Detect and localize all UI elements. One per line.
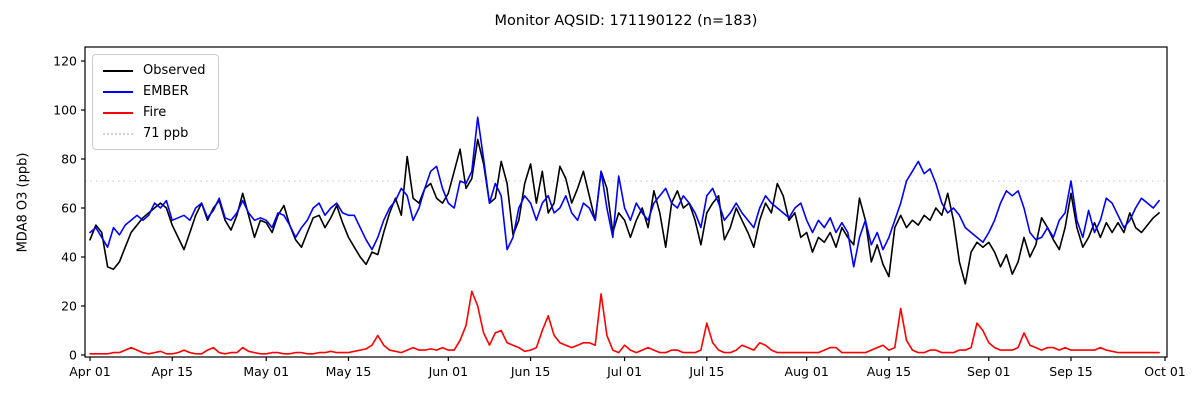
y-tick-label: 80 [61, 152, 77, 167]
observed-line-sample [103, 69, 133, 72]
y-tick-label: 120 [53, 54, 77, 69]
y-tick-label: 0 [69, 348, 77, 363]
x-tick-label: May 15 [326, 364, 372, 379]
y-axis-label: MDA8 O3 (ppb) [15, 152, 31, 253]
x-tick-label: Jul 01 [606, 364, 642, 379]
x-tick-label: Sep 01 [967, 364, 1010, 379]
fire-line-sample [103, 111, 133, 114]
plot-border [84, 46, 1168, 358]
y-tick-label: 100 [53, 103, 77, 118]
legend-label-ember: EMBER [143, 84, 189, 99]
ember-line-sample [103, 90, 133, 93]
series-lines [89, 116, 1160, 355]
x-tick-label: Sep 15 [1049, 364, 1092, 379]
x-tick-label: Aug 01 [785, 364, 829, 379]
legend-label-threshold: 71 ppb [143, 126, 189, 141]
x-tick-label: Jun 15 [510, 364, 550, 379]
chart-title: Monitor AQSID: 171190122 (n=183) [494, 13, 758, 29]
axes: 0 20 40 60 80 100 120 Apr 01 Apr 15 May 01 May 15 J… [53, 46, 1186, 379]
x-tick-label: Aug 15 [867, 364, 911, 379]
legend: Observed EMBER Fire 71 ppb [92, 54, 219, 150]
legend-item-fire: Fire [103, 104, 206, 121]
series-line-fire [89, 290, 1160, 355]
x-tick-label: Apr 15 [151, 364, 193, 379]
legend-item-threshold: 71 ppb [103, 125, 206, 142]
x-tick-label: Oct 01 [1144, 364, 1186, 379]
y-tick-label: 60 [61, 201, 77, 216]
x-tick-label: Apr 01 [69, 364, 111, 379]
x-tick-label: May 01 [243, 364, 289, 379]
series-line-observed [89, 138, 1160, 285]
legend-label-observed: Observed [143, 63, 206, 78]
x-tick-label: Jun 01 [428, 364, 468, 379]
legend-item-observed: Observed [103, 62, 206, 79]
series-line-ember [89, 116, 1160, 268]
y-tick-label: 20 [61, 299, 77, 314]
legend-item-ember: EMBER [103, 83, 206, 100]
y-tick-label: 40 [61, 250, 77, 265]
legend-label-fire: Fire [143, 105, 167, 120]
threshold-line-sample [103, 132, 133, 135]
x-tick-label: Jul 15 [688, 364, 724, 379]
